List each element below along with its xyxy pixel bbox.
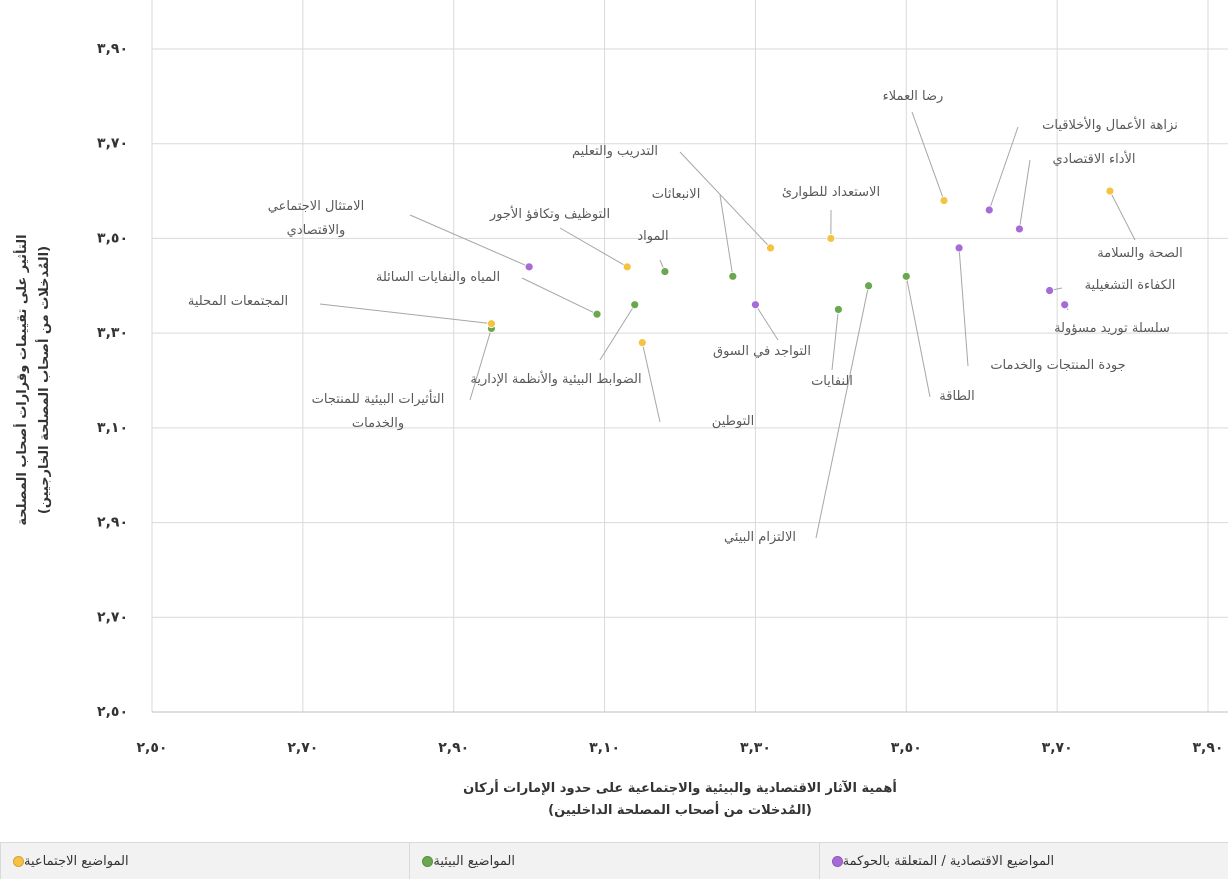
point-label: الأداء الاقتصادي	[1052, 152, 1136, 167]
y-tick-label: ٣,٣٠	[97, 325, 128, 341]
y-tick-label: ٢,٩٠	[97, 515, 128, 531]
y-tick-label: ٢,٧٠	[97, 609, 128, 625]
legend-item: المواضيع الاقتصادية / المتعلقة بالحوكمة	[818, 843, 1228, 879]
point-label: التأثيرات البيئية للمنتجات والخدمات	[311, 392, 445, 431]
x-tick-label: ٣,١٠	[589, 740, 620, 756]
point-label: المجتمعات المحلية	[187, 294, 289, 309]
point-label: نزاهة الأعمال والأخلاقيات	[1042, 118, 1178, 133]
point	[939, 196, 949, 205]
legend-item: المواضيع البيئية	[409, 843, 818, 879]
point-label: النفايات	[811, 374, 853, 389]
point-label: التوطين	[711, 414, 755, 429]
y-axis-title-line: التأثير على تقييمات وقرارات أصحاب المصلح…	[15, 234, 30, 526]
x-tick-label: ٢,٧٠	[287, 740, 318, 756]
x-axis-title-line: (المُدخلات من أصحاب المصلحة الداخليين)	[548, 803, 812, 818]
legend-swatch	[13, 856, 25, 867]
legend-label: المواضيع الاجتماعية	[24, 854, 129, 869]
legend: المواضيع الاقتصادية / المتعلقة بالحوكمة ا…	[0, 842, 1228, 879]
leader-line	[409, 214, 530, 268]
leader-line	[599, 304, 636, 361]
point	[1105, 186, 1115, 196]
x-tick-label: ٣,٣٠	[740, 740, 771, 756]
x-axis-title-line: أهمية الآثار الاقتصادية والبيئية والاجتم…	[463, 781, 897, 796]
point	[622, 262, 632, 272]
leader-line	[1018, 159, 1031, 230]
x-tick-label: ٣,٥٠	[891, 740, 922, 756]
point-label: المياه والنفايات السائلة	[375, 270, 501, 285]
point	[984, 205, 994, 215]
legend-label: المواضيع البيئية	[433, 854, 516, 869]
leader-line	[319, 303, 492, 325]
leader-line	[559, 227, 628, 268]
leader-line	[988, 126, 1019, 211]
point-label: جودة المنتجات والخدمات	[990, 358, 1126, 373]
legend-swatch	[831, 856, 843, 867]
point-label: المواد	[637, 229, 669, 244]
point	[728, 271, 738, 281]
point	[751, 300, 760, 310]
legend-swatch	[422, 856, 434, 867]
leader-line	[905, 276, 931, 398]
point	[864, 281, 873, 291]
y-axis-title: التأثير على تقييمات وقرارات أصحاب المصلح…	[12, 180, 56, 580]
leader-line	[469, 328, 492, 401]
point	[637, 338, 647, 348]
point	[954, 243, 964, 253]
point	[1045, 286, 1054, 295]
leader-line	[755, 304, 779, 341]
point	[630, 300, 640, 310]
point-label: رضا العملاء	[882, 89, 944, 104]
leader-line	[641, 342, 661, 423]
leader-line	[679, 151, 771, 249]
point	[901, 271, 911, 281]
chart: ٢,٥٠ ٢,٧٠ ٢,٩٠ ٣,١٠ ٣,٣٠ ٣,٥٠ ٣,٧٠ ٣,٩٠ ٢,٥٠ ٢,٧٠…	[97, 0, 1228, 756]
point-label: التدريب والتعليم	[571, 144, 659, 159]
point	[826, 234, 836, 243]
point	[524, 262, 534, 272]
y-tick-label: ٣,٥٠	[97, 230, 128, 246]
point	[766, 243, 775, 253]
x-axis-title: أهمية الآثار الاقتصادية والبيئية والاجتم…	[300, 778, 1060, 822]
point-label: الطاقة	[939, 389, 975, 404]
point-label: الالتزام البيئي	[723, 530, 797, 545]
leader-line	[831, 309, 839, 371]
point-label: الكفاءة التشغيلية	[1084, 278, 1176, 293]
point-label: الامتثال الاجتماعي والاقتصادي	[267, 199, 365, 238]
point	[834, 305, 843, 314]
point	[592, 309, 602, 319]
leader-line	[911, 111, 945, 201]
y-tick-label: ٢,٥٠	[97, 704, 128, 720]
point-label: الصحة والسلامة	[1097, 246, 1183, 261]
x-tick-label: ٣,٧٠	[1042, 740, 1073, 756]
point-label: الانبعاثات	[651, 187, 701, 202]
leader-line	[958, 247, 969, 367]
y-tick-label: ٣,٧٠	[97, 136, 128, 152]
legend-label: المواضيع الاقتصادية / المتعلقة بالحوكمة	[842, 854, 1055, 869]
x-tick-label: ٣,٩٠	[1193, 740, 1224, 756]
leader-line	[1109, 190, 1136, 241]
y-axis-title-line: (المُدخلات من أصحاب المصلحة الخارجيين)	[37, 245, 52, 515]
point-label: التواجد في السوق	[713, 344, 811, 359]
y-tick-label: ٣,١٠	[97, 420, 128, 436]
leader-line	[521, 277, 598, 315]
point-label: الاستعداد للطوارئ	[781, 185, 881, 200]
point	[660, 267, 670, 276]
leader-line	[815, 285, 870, 539]
point	[1060, 300, 1070, 310]
x-tick-label: ٢,٩٠	[438, 740, 469, 756]
point-label: سلسلة توريد مسؤولة	[1054, 321, 1170, 336]
y-tick-label: ٣,٩٠	[97, 41, 128, 57]
point-label: الضوابط البيئية والأنظمة الإدارية	[470, 372, 642, 387]
leader-line	[719, 194, 734, 277]
point	[1015, 224, 1024, 234]
legend-item: المواضيع الاجتماعية	[0, 843, 409, 879]
x-tick-label: ٢,٥٠	[137, 740, 168, 756]
point-label: التوظيف وتكافؤ الأجور	[489, 207, 611, 222]
point	[487, 319, 496, 329]
